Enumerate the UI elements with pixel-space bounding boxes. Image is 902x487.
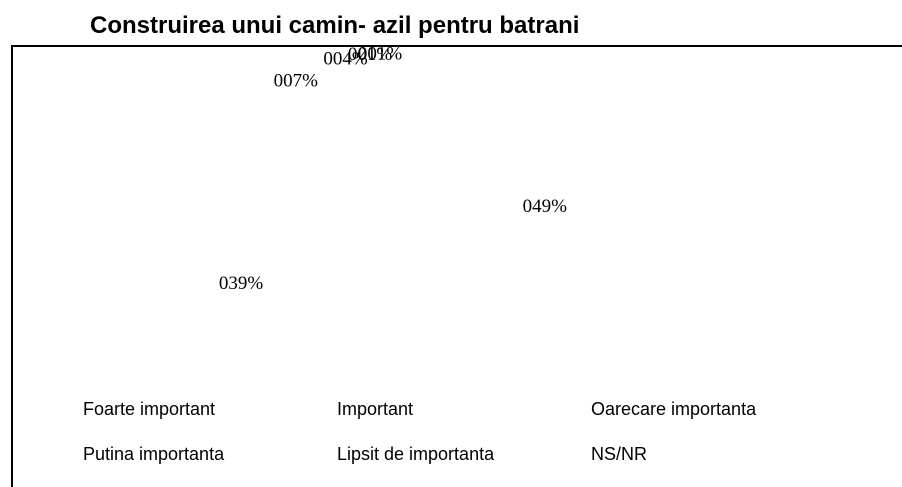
data-label: 004% [323,48,368,69]
pie-slice [264,132,397,335]
legend-label: Oarecare importanta [591,399,757,419]
chart-title: Construirea unui camin- azil pentru batr… [90,12,579,39]
pie-slice [370,95,385,215]
legend-label: NS/NR [591,444,647,464]
data-label: 001% [348,44,393,65]
data-label: 001% [358,43,403,64]
data-label: 007% [274,70,319,91]
pie-slice [298,103,385,215]
pie-slice [385,95,506,335]
legend-label: Lipsit de importanta [337,444,495,464]
data-label: 039% [219,273,264,294]
pie-slice [341,95,385,215]
frame [11,45,902,487]
legend-label: Foarte important [83,399,215,419]
pie-slice [377,95,385,215]
data-label: 049% [523,196,568,217]
legend-label: Important [337,399,413,419]
legend-label: Putina importanta [83,444,225,464]
